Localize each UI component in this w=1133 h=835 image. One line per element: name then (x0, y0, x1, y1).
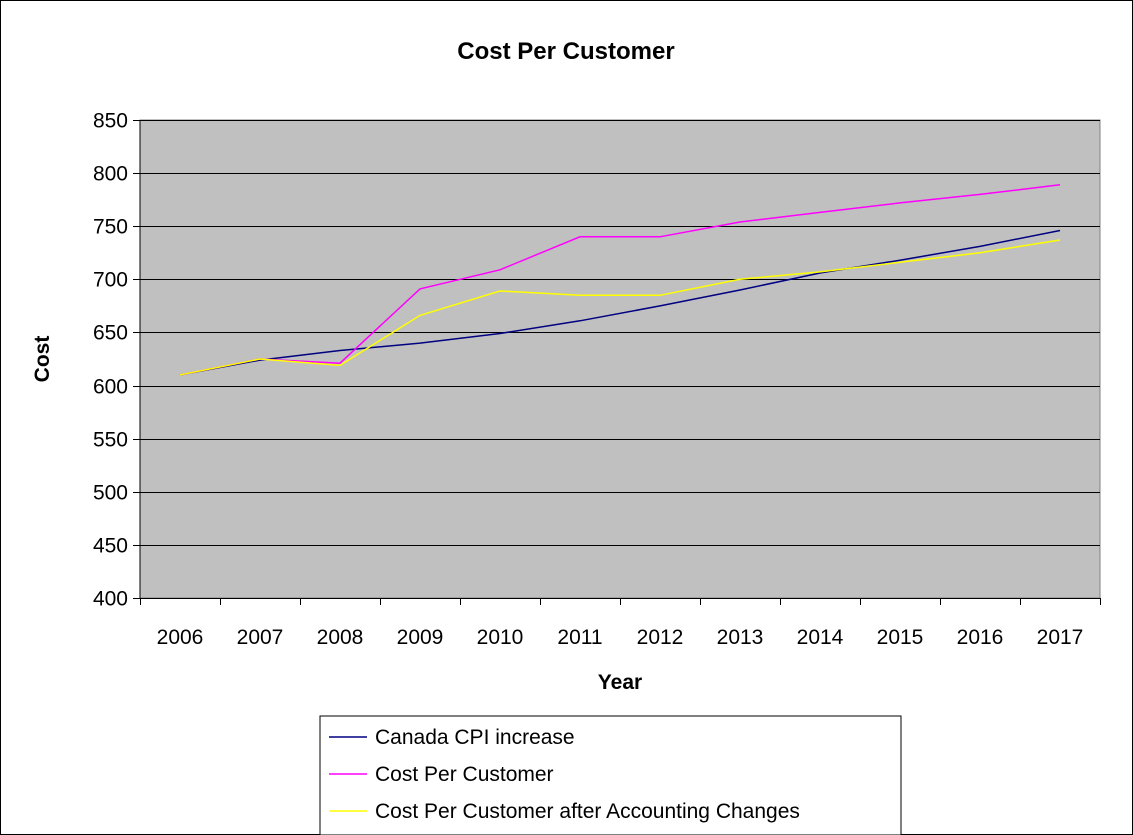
x-tick-label: 2011 (557, 626, 602, 649)
y-tick-label: 700 (93, 269, 128, 292)
legend-box (319, 715, 902, 835)
y-axis-title: Cost (31, 336, 54, 383)
y-tick-label: 600 (93, 376, 128, 399)
y-axis: 400 450 500 550 600 650 700 750 800 850 (93, 110, 141, 611)
series-line-1 (179, 229, 1061, 376)
y-tick-label: 450 (93, 535, 128, 558)
legend-label-3: Cost Per Customer after Accounting Chang… (375, 800, 800, 823)
x-axis-title: Year (598, 671, 642, 694)
x-tick-label: 2017 (1037, 626, 1084, 649)
legend-label-2: Cost Per Customer (375, 763, 554, 786)
series-line-3 (179, 239, 1061, 376)
x-tick-label: 2015 (877, 626, 924, 649)
y-tick-label: 850 (93, 110, 128, 133)
y-tick-label: 550 (93, 429, 128, 452)
legend-label-1: Canada CPI increase (375, 726, 575, 749)
plot-area (139, 119, 1101, 599)
chart-title: Cost Per Customer (457, 38, 674, 65)
y-tick-label: 500 (93, 482, 128, 505)
y-tick-label: 750 (93, 216, 128, 239)
y-tick-label: 800 (93, 163, 128, 186)
x-tick-label: 2013 (717, 626, 764, 649)
series-line-2 (179, 184, 1061, 376)
series-lines (179, 184, 1061, 376)
x-tick-label: 2012 (637, 626, 684, 649)
x-tick-label: 2006 (157, 626, 204, 649)
gridlines (140, 120, 1100, 546)
x-tick-label: 2016 (957, 626, 1004, 649)
x-tick-label: 2008 (317, 626, 364, 649)
y-tick-label: 650 (93, 322, 128, 345)
x-tick-label: 2007 (237, 626, 284, 649)
x-tick-label: 2014 (797, 626, 844, 649)
x-axis: 2006 2007 2008 2009 2010 2011 2012 2013 2014 2015… (140, 598, 1101, 649)
y-tick-label: 400 (93, 588, 128, 611)
x-tick-label: 2009 (397, 626, 444, 649)
legend: Canada CPI increase Cost Per Customer Cost… (319, 715, 902, 835)
x-tick-label: 2010 (477, 626, 524, 649)
